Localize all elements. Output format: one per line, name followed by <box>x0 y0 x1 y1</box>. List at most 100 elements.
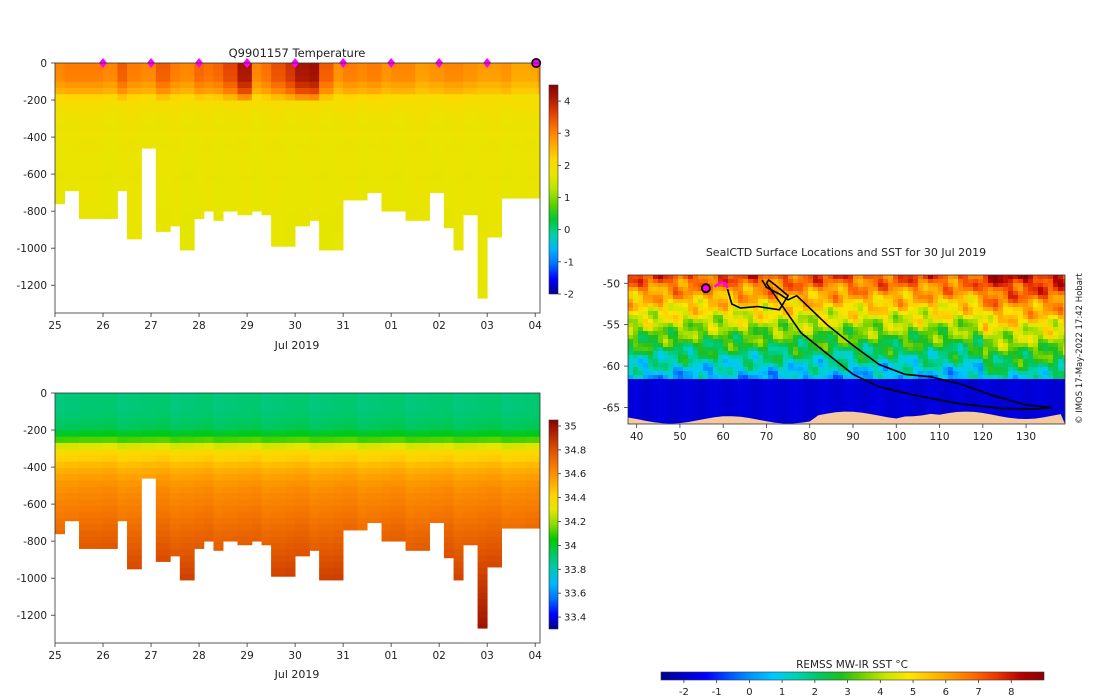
colorbar-tick-label: 33.6 <box>564 589 586 600</box>
sst-cell <box>1013 295 1019 300</box>
sst-cell <box>1028 315 1034 320</box>
sst-cell <box>678 375 684 380</box>
sst-cell <box>978 323 984 328</box>
heatmap-cell <box>319 574 334 581</box>
heatmap-cell <box>333 69 344 76</box>
sst-cell <box>723 383 729 388</box>
sst-cell <box>1038 359 1044 364</box>
heatmap-cell <box>170 113 181 120</box>
sst-cell <box>913 391 919 396</box>
sst-cell <box>978 363 984 368</box>
sst-cell <box>1048 299 1054 304</box>
sst-cell <box>1018 279 1024 284</box>
sst-cell <box>753 347 759 352</box>
heatmap-cell <box>477 580 488 588</box>
heatmap-cell <box>261 511 272 519</box>
sst-cell <box>643 331 649 336</box>
sst-cell <box>708 319 714 324</box>
sst-cell <box>843 307 849 312</box>
heatmap-cell <box>319 411 334 419</box>
heatmap-cell <box>223 449 238 456</box>
sst-cell <box>713 303 719 308</box>
heatmap-cell <box>117 156 128 164</box>
sst-cell <box>738 399 744 404</box>
sst-cell <box>738 355 744 360</box>
sst-cell <box>923 283 929 288</box>
heatmap-cell <box>429 156 445 164</box>
sst-cell <box>1048 291 1054 296</box>
heatmap-cell <box>463 194 478 201</box>
sst-cell <box>708 387 714 392</box>
sst-cell <box>928 383 934 388</box>
sst-cell <box>688 307 694 312</box>
sst-cell <box>773 315 779 320</box>
sst-cell <box>663 275 669 280</box>
heatmap-cell <box>537 399 540 406</box>
heatmap-cell <box>295 536 310 544</box>
sst-cell <box>918 299 924 304</box>
heatmap-cell <box>155 163 171 170</box>
sst-cell <box>978 387 984 392</box>
heatmap-cell <box>64 75 80 83</box>
sst-cell <box>1058 307 1064 312</box>
sst-cell <box>798 339 804 344</box>
heatmap-cell <box>103 175 118 183</box>
heatmap-cell <box>203 188 214 195</box>
sst-cell <box>1043 291 1049 296</box>
heatmap-cell <box>309 63 320 70</box>
sst-cell <box>723 323 729 328</box>
sst-cell <box>653 359 659 364</box>
heatmap-cell <box>237 443 253 450</box>
sst-cell <box>843 339 849 344</box>
sst-cell <box>743 363 749 368</box>
heatmap-cell <box>203 163 214 170</box>
sst-cell <box>973 327 979 332</box>
sst-cell <box>883 279 889 284</box>
sst-cell <box>768 355 774 360</box>
sst-cell <box>933 359 939 364</box>
sst-cell <box>748 311 754 316</box>
sst-cell <box>653 295 659 300</box>
heatmap-cell <box>367 511 382 519</box>
heatmap-cell <box>213 175 224 183</box>
sst-cell <box>683 371 689 376</box>
sst-cell <box>1018 283 1024 288</box>
sst-cell <box>723 367 729 372</box>
sst-cell <box>738 303 744 308</box>
sst-cell <box>788 339 794 344</box>
sst-cell <box>748 303 754 308</box>
sst-cell <box>693 359 699 364</box>
heatmap-cell <box>391 188 406 195</box>
heatmap-cell <box>295 175 310 183</box>
heatmap-cell <box>511 474 526 481</box>
heatmap-cell <box>415 430 430 438</box>
sst-cell <box>963 379 969 384</box>
sst-cell <box>763 319 769 324</box>
sst-cell <box>713 335 719 340</box>
heatmap-cell <box>127 150 142 158</box>
heatmap-cell <box>285 418 296 425</box>
heatmap-cell <box>429 418 445 425</box>
sst-cell <box>678 299 684 304</box>
sst-cell <box>903 275 909 280</box>
sst-cell <box>708 275 714 280</box>
sst-cell <box>818 375 824 380</box>
sst-cell <box>928 287 934 292</box>
heatmap-cell <box>141 468 157 475</box>
sst-cell <box>918 391 924 396</box>
sst-cell <box>828 295 834 300</box>
sst-cell <box>928 299 934 304</box>
heatmap-cell <box>501 436 512 444</box>
heatmap-cell <box>295 206 310 214</box>
sst-cell <box>948 279 954 284</box>
heatmap-cell <box>194 200 205 208</box>
heatmap-cell <box>179 88 195 95</box>
sst-cell <box>1008 327 1014 332</box>
sst-cell <box>713 287 719 292</box>
heatmap-cell <box>319 474 334 481</box>
heatmap-cell <box>525 100 538 108</box>
sst-cell <box>1063 299 1065 304</box>
sst-cell <box>783 295 789 300</box>
sst-cell <box>1048 275 1054 280</box>
heatmap-cell <box>381 81 392 89</box>
